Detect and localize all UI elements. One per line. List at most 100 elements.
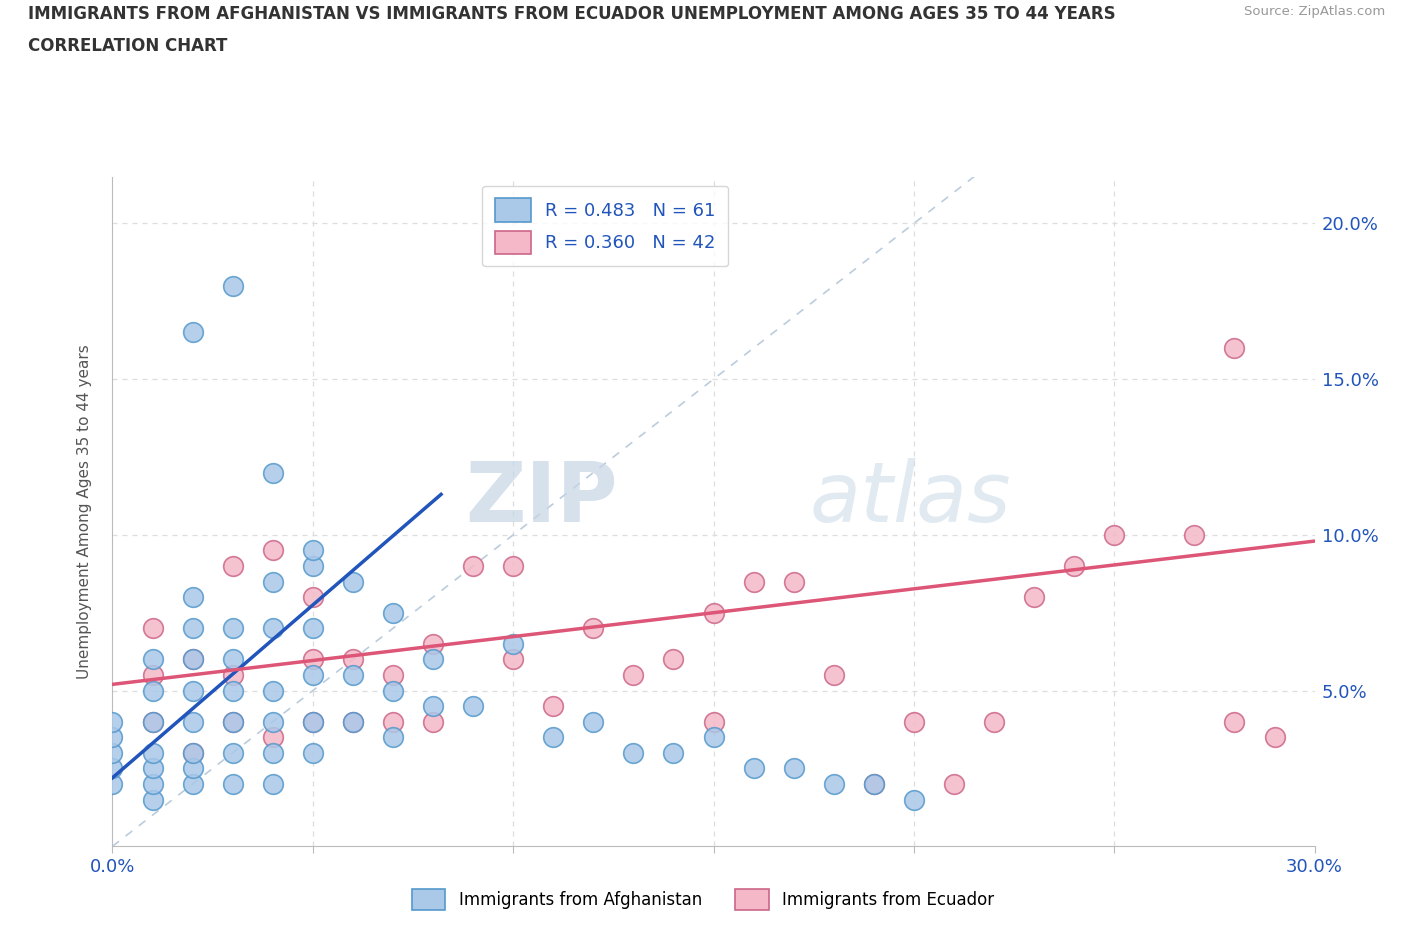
Point [302,652,325,667]
Point [141,684,163,698]
Point [101,730,124,745]
Point [101,761,124,776]
Point [181,746,204,761]
Text: IMMIGRANTS FROM AFGHANISTAN VS IMMIGRANTS FROM ECUADOR UNEMPLOYMENT AMONG AGES 3: IMMIGRANTS FROM AFGHANISTAN VS IMMIGRANT… [28,5,1116,22]
Point [422,714,444,729]
Point [382,684,405,698]
Point [141,761,163,776]
Point [582,714,605,729]
Point [742,574,765,589]
Point [422,636,444,651]
Point [382,605,405,620]
Point [262,746,284,761]
Legend: Immigrants from Afghanistan, Immigrants from Ecuador: Immigrants from Afghanistan, Immigrants … [405,883,1001,917]
Point [141,746,163,761]
Point [1264,730,1286,745]
Point [302,668,325,683]
Point [702,605,725,620]
Point [302,543,325,558]
Point [502,652,524,667]
Point [582,621,605,636]
Point [302,714,325,729]
Point [342,668,364,683]
Point [1024,590,1046,604]
Point [382,668,405,683]
Point [422,652,444,667]
Point [181,761,204,776]
Point [222,559,245,574]
Point [181,652,204,667]
Point [101,714,124,729]
Point [302,714,325,729]
Point [742,761,765,776]
Point [942,777,965,791]
Point [222,621,245,636]
Point [222,652,245,667]
Point [141,621,163,636]
Point [461,698,484,713]
Point [502,636,524,651]
Point [141,777,163,791]
Point [141,668,163,683]
Point [181,621,204,636]
Point [262,777,284,791]
Point [181,714,204,729]
Point [903,714,925,729]
Point [543,730,565,745]
Point [342,652,364,667]
Point [222,278,245,293]
Text: atlas: atlas [810,458,1011,538]
Text: Source: ZipAtlas.com: Source: ZipAtlas.com [1244,5,1385,18]
Point [782,574,804,589]
Point [141,714,163,729]
Point [1063,559,1085,574]
Point [983,714,1005,729]
Point [181,746,204,761]
Point [702,730,725,745]
Point [222,668,245,683]
Point [382,730,405,745]
Point [181,590,204,604]
Point [262,684,284,698]
Point [782,761,804,776]
Point [543,698,565,713]
Point [141,652,163,667]
Point [863,777,886,791]
Point [222,746,245,761]
Point [863,777,886,791]
Point [823,668,845,683]
Text: ZIP: ZIP [465,458,617,538]
Point [702,714,725,729]
Point [302,590,325,604]
Point [101,746,124,761]
Legend: R = 0.483   N = 61, R = 0.360   N = 42: R = 0.483 N = 61, R = 0.360 N = 42 [482,186,728,266]
Point [181,777,204,791]
Point [101,777,124,791]
Point [422,698,444,713]
Point [262,714,284,729]
Point [262,543,284,558]
Point [302,746,325,761]
Point [302,559,325,574]
Point [1184,527,1206,542]
Point [262,730,284,745]
Point [181,684,204,698]
Point [1102,527,1125,542]
Point [222,777,245,791]
Point [621,746,644,761]
Point [222,714,245,729]
Point [181,652,204,667]
Point [382,714,405,729]
Point [502,559,524,574]
Point [181,325,204,339]
Point [262,465,284,480]
Point [342,574,364,589]
Point [662,746,685,761]
Point [141,792,163,807]
Point [222,684,245,698]
Point [262,621,284,636]
Y-axis label: Unemployment Among Ages 35 to 44 years: Unemployment Among Ages 35 to 44 years [77,344,91,679]
Point [141,714,163,729]
Point [262,574,284,589]
Point [302,621,325,636]
